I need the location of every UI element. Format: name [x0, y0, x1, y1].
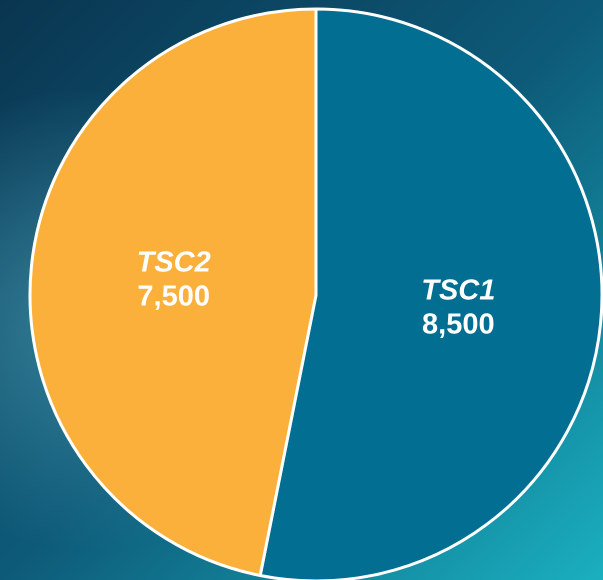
value-label: 8,500	[422, 309, 495, 341]
slice-name: TSC1	[421, 275, 495, 307]
pie-slice	[258, 7, 603, 580]
pie	[28, 7, 603, 580]
value-label: 7,500	[137, 281, 210, 313]
pie-slice	[28, 7, 318, 578]
slice-name: TSC2	[137, 247, 211, 279]
